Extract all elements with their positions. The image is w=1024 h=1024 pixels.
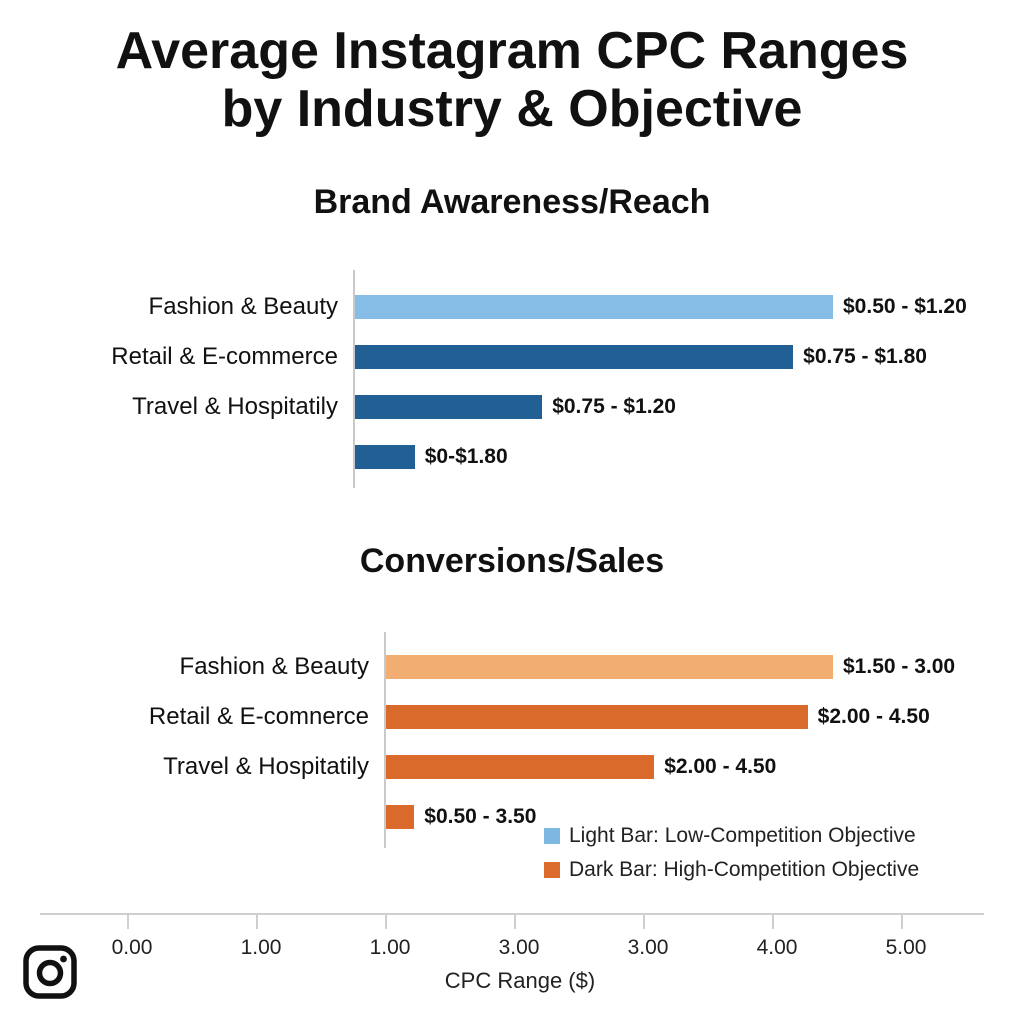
conversions-category-label: Fashion & Beauty bbox=[179, 653, 369, 680]
x-tick-label: 3.00 bbox=[498, 936, 540, 959]
awareness-y-axis-line bbox=[353, 270, 355, 488]
x-tick-label: 3.00 bbox=[627, 936, 669, 959]
x-axis-line bbox=[40, 913, 984, 915]
conversions-value-label: $2.00 - 4.50 bbox=[817, 705, 930, 728]
legend-text-light: Light Bar: Low-Competition Objective bbox=[569, 824, 916, 847]
conversions-value-label: $0.50 - 3.50 bbox=[424, 805, 537, 828]
panel-title-awareness: Brand Awareness/Reach bbox=[313, 183, 711, 221]
conversions-value-label: $2.00 - 4.50 bbox=[664, 755, 777, 778]
awareness-category-label: Travel & Hospitatily bbox=[132, 393, 338, 420]
conversions-bar[interactable] bbox=[386, 805, 415, 829]
x-tick-label: 4.00 bbox=[756, 936, 798, 959]
x-tick-label: 0.00 bbox=[111, 936, 153, 959]
x-tick-mark bbox=[772, 915, 774, 929]
x-axis-title: CPC Range ($) bbox=[444, 968, 596, 993]
conversions-category-label: Retail & E-comnerce bbox=[148, 703, 369, 730]
awareness-value-label: $0.50 - $1.20 bbox=[843, 295, 967, 318]
x-tick-label: 1.00 bbox=[240, 936, 282, 959]
awareness-row: Fashion & Beauty $0.50 - $1.20 bbox=[0, 289, 1024, 325]
x-tick-mark bbox=[127, 915, 129, 929]
legend-swatch-light bbox=[544, 828, 560, 844]
awareness-bar[interactable] bbox=[355, 395, 543, 419]
awareness-category-label: Retail & E-commerce bbox=[111, 343, 338, 370]
x-tick-mark bbox=[514, 915, 516, 929]
x-tick-label: 1.00 bbox=[369, 936, 411, 959]
chart-title-line2: by Industry & Objective bbox=[221, 80, 803, 138]
conversions-row: $0.50 - 3.50 bbox=[0, 799, 1024, 835]
conversions-row: Fashion & Beauty $1.50 - 3.00 bbox=[0, 649, 1024, 685]
awareness-bar[interactable] bbox=[355, 295, 833, 319]
x-tick-mark bbox=[385, 915, 387, 929]
chart-title-line1: Average Instagram CPC Ranges bbox=[115, 22, 909, 80]
panel-title-conversions: Conversions/Sales bbox=[359, 542, 665, 580]
chart-title: Average Instagram CPC Ranges by Industry… bbox=[0, 22, 1024, 138]
legend-swatch-dark bbox=[544, 862, 560, 878]
instagram-icon[interactable] bbox=[22, 944, 78, 1000]
conversions-bar[interactable] bbox=[386, 755, 655, 779]
conversions-row: Travel & Hospitatily $2.00 - 4.50 bbox=[0, 749, 1024, 785]
awareness-category-label: Fashion & Beauty bbox=[148, 293, 338, 320]
x-tick-label: 5.00 bbox=[885, 936, 927, 959]
conversions-bar[interactable] bbox=[386, 655, 833, 679]
awareness-row: Travel & Hospitatily $0.75 - $1.20 bbox=[0, 389, 1024, 425]
conversions-bar[interactable] bbox=[386, 705, 808, 729]
awareness-bar[interactable] bbox=[355, 445, 415, 469]
conversions-row: Retail & E-comnerce $2.00 - 4.50 bbox=[0, 699, 1024, 735]
x-tick-mark bbox=[901, 915, 903, 929]
legend-text-dark: Dark Bar: High-Competition Objective bbox=[569, 858, 920, 881]
awareness-row: Retail & E-commerce $0.75 - $1.80 bbox=[0, 339, 1024, 375]
x-tick-mark bbox=[256, 915, 258, 929]
conversions-y-axis-line bbox=[384, 632, 386, 848]
x-tick-mark bbox=[643, 915, 645, 929]
awareness-row: $0-$1.80 bbox=[0, 439, 1024, 475]
conversions-category-label: Travel & Hospitatily bbox=[163, 753, 369, 780]
awareness-value-label: $0-$1.80 bbox=[424, 445, 508, 468]
awareness-bar[interactable] bbox=[355, 345, 794, 369]
awareness-value-label: $0.75 - $1.80 bbox=[803, 345, 927, 368]
conversions-value-label: $1.50 - 3.00 bbox=[843, 655, 956, 678]
awareness-value-label: $0.75 - $1.20 bbox=[552, 395, 676, 418]
